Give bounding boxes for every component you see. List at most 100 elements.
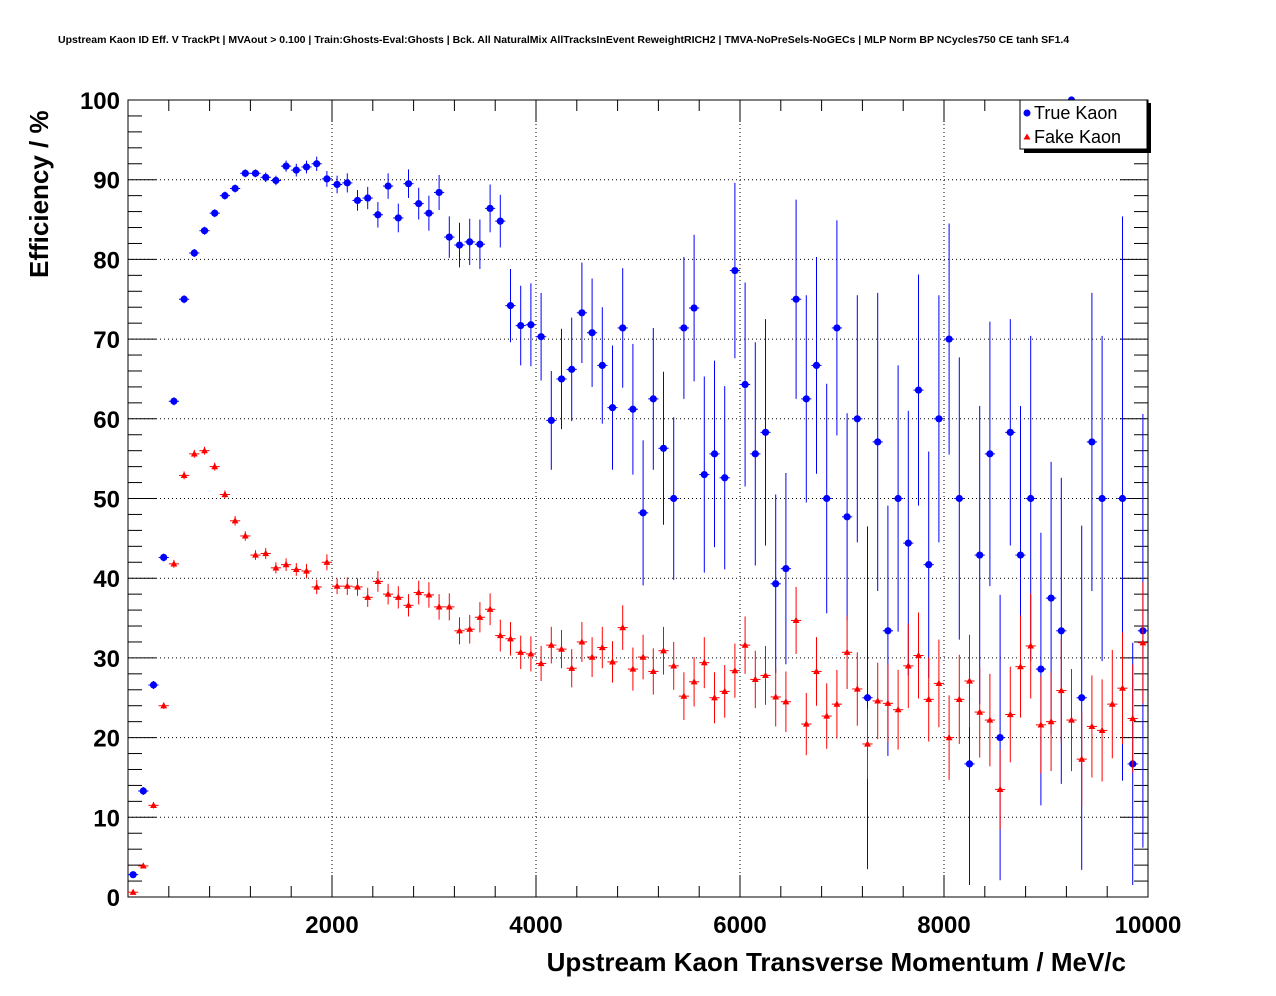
- y-tick-label: 20: [93, 726, 120, 753]
- y-axis-title: Efficiency / %: [24, 110, 54, 278]
- data-point: [354, 583, 361, 590]
- data-point: [384, 182, 392, 190]
- data-point: [425, 591, 433, 598]
- data-point: [1037, 665, 1045, 673]
- y-tick-label: 60: [93, 407, 120, 434]
- data-point: [1047, 718, 1055, 725]
- data-point: [782, 698, 790, 705]
- data-point: [731, 667, 739, 674]
- data-point: [629, 665, 637, 672]
- data-point: [772, 580, 780, 588]
- data-point: [1027, 642, 1035, 649]
- data-point: [1098, 494, 1106, 503]
- data-point: [823, 494, 831, 503]
- data-point: [578, 638, 586, 645]
- x-axis-title: Upstream Kaon Transverse Momentum / MeV/…: [547, 947, 1126, 977]
- data-point: [833, 324, 841, 332]
- data-point: [619, 324, 627, 332]
- data-point: [751, 450, 759, 458]
- data-point: [935, 679, 943, 687]
- data-point: [700, 470, 708, 479]
- data-point: [221, 192, 229, 200]
- data-point: [741, 641, 749, 648]
- data-point: [955, 494, 963, 503]
- data-point: [812, 361, 821, 370]
- data-point: [466, 238, 474, 246]
- y-tick-label: 40: [93, 566, 120, 593]
- data-point: [945, 335, 953, 343]
- data-point: [598, 643, 606, 651]
- data-point: [1129, 714, 1137, 722]
- data-point: [211, 463, 219, 470]
- data-point: [282, 561, 290, 568]
- data-point: [813, 667, 820, 675]
- data-point: [374, 577, 382, 584]
- data-point: [180, 295, 188, 303]
- y-tick-label: 30: [93, 646, 120, 673]
- data-point: [1017, 663, 1024, 670]
- data-point: [486, 204, 494, 212]
- data-point: [1078, 694, 1086, 702]
- data-point: [680, 324, 688, 332]
- data-point: [1006, 428, 1014, 436]
- y-tick-label: 100: [80, 88, 120, 115]
- data-point: [1119, 684, 1126, 691]
- data-point: [405, 601, 412, 608]
- data-point: [303, 567, 310, 574]
- legend-fake-kaon-label: Fake Kaon: [1034, 127, 1121, 147]
- data-point: [649, 395, 657, 403]
- data-point: [761, 428, 770, 436]
- data-point: [149, 681, 158, 689]
- data-point: [639, 509, 647, 517]
- data-point: [190, 249, 198, 257]
- data-point: [517, 321, 525, 330]
- data-point: [558, 645, 565, 652]
- data-point: [364, 593, 372, 600]
- data-point: [425, 209, 433, 217]
- data-point: [843, 513, 851, 521]
- data-point: [1108, 700, 1116, 707]
- data-point: [272, 176, 280, 185]
- data-point: [129, 871, 137, 879]
- data-point: [608, 404, 617, 412]
- data-point: [507, 635, 514, 642]
- data-point: [415, 588, 423, 596]
- data-point: [945, 734, 953, 741]
- data-point: [527, 650, 535, 657]
- data-point: [925, 561, 933, 569]
- data-point: [1027, 494, 1035, 503]
- data-point: [823, 712, 831, 719]
- data-point: [252, 551, 259, 558]
- data-point: [1047, 594, 1055, 602]
- data-point: [833, 700, 841, 707]
- data-point: [792, 616, 800, 624]
- data-point: [1098, 726, 1106, 734]
- data-point: [476, 613, 484, 620]
- data-point: [221, 490, 229, 498]
- data-point: [1118, 494, 1127, 503]
- y-tick-label: 50: [93, 487, 120, 514]
- data-point: [251, 169, 260, 177]
- legend-box: [1019, 99, 1148, 150]
- data-point: [547, 641, 555, 648]
- x-tick-label: 8000: [917, 912, 970, 939]
- data-point: [904, 539, 912, 547]
- data-point: [568, 365, 576, 373]
- data-point: [282, 162, 290, 170]
- data-point: [160, 553, 168, 562]
- data-point: [353, 196, 362, 205]
- series-fake-kaon: [128, 446, 1148, 895]
- data-point: [1016, 551, 1025, 559]
- data-point: [435, 188, 443, 197]
- data-point: [863, 694, 872, 702]
- data-point: [955, 695, 963, 702]
- y-tick-label: 0: [107, 885, 120, 912]
- data-point: [537, 333, 545, 341]
- data-point: [721, 687, 729, 694]
- data-point: [445, 233, 453, 241]
- data-point: [884, 627, 892, 635]
- data-point: [394, 593, 402, 600]
- data-point: [415, 200, 423, 208]
- data-point: [649, 667, 657, 675]
- data-point: [129, 888, 137, 895]
